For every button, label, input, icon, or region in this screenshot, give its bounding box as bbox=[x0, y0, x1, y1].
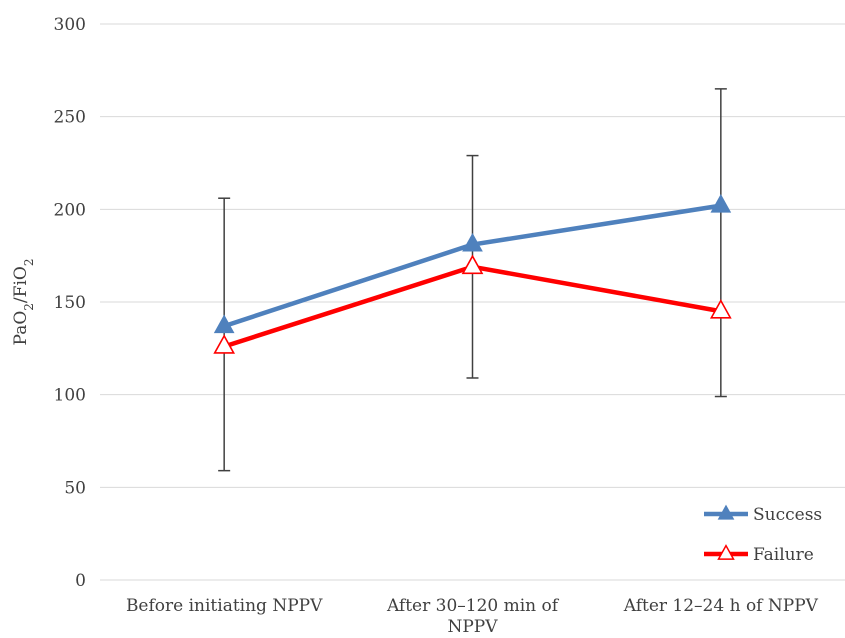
legend-label: Failure bbox=[753, 545, 814, 565]
y-axis-title: PaO2/FiO2 bbox=[11, 259, 36, 346]
data-point-marker bbox=[709, 299, 732, 319]
legend-label: Success bbox=[753, 505, 822, 525]
y-tick-label: 250 bbox=[54, 108, 86, 128]
y-axis-label: PaO2/FiO2 bbox=[11, 259, 36, 346]
data-point-marker bbox=[213, 334, 236, 354]
series-success bbox=[213, 193, 732, 334]
y-tick-label: 200 bbox=[54, 200, 86, 220]
y-axis-tick-labels: 0 50 100 150 200 250 300 bbox=[54, 15, 86, 591]
legend-marker bbox=[717, 544, 735, 560]
error-bars bbox=[218, 88, 727, 472]
y-tick-label: 100 bbox=[54, 386, 86, 406]
data-point-marker bbox=[710, 193, 732, 213]
x-axis-tick-labels: Before initiating NPPV After 30–120 min o… bbox=[126, 596, 819, 637]
data-point-marker bbox=[462, 232, 483, 252]
y-tick-label: 300 bbox=[54, 15, 86, 35]
y-tick-label: 0 bbox=[75, 571, 86, 591]
data-point-marker bbox=[461, 254, 484, 275]
legend: Success Failure bbox=[704, 504, 822, 565]
y-tick-label: 50 bbox=[64, 478, 86, 498]
x-tick-label: After 30–120 min of bbox=[386, 596, 560, 616]
legend-item-failure: Failure bbox=[704, 544, 814, 565]
y-tick-label: 150 bbox=[54, 293, 86, 313]
x-tick-label: NPPV bbox=[447, 617, 498, 637]
series-failure bbox=[213, 254, 732, 354]
error-bar bbox=[714, 88, 727, 398]
legend-marker bbox=[717, 504, 735, 520]
series-lines bbox=[213, 193, 732, 354]
legend-item-success: Success bbox=[704, 504, 822, 525]
data-point-marker bbox=[213, 314, 235, 334]
x-tick-label: Before initiating NPPV bbox=[126, 596, 323, 616]
x-tick-label: After 12–24 h of NPPV bbox=[623, 596, 819, 616]
